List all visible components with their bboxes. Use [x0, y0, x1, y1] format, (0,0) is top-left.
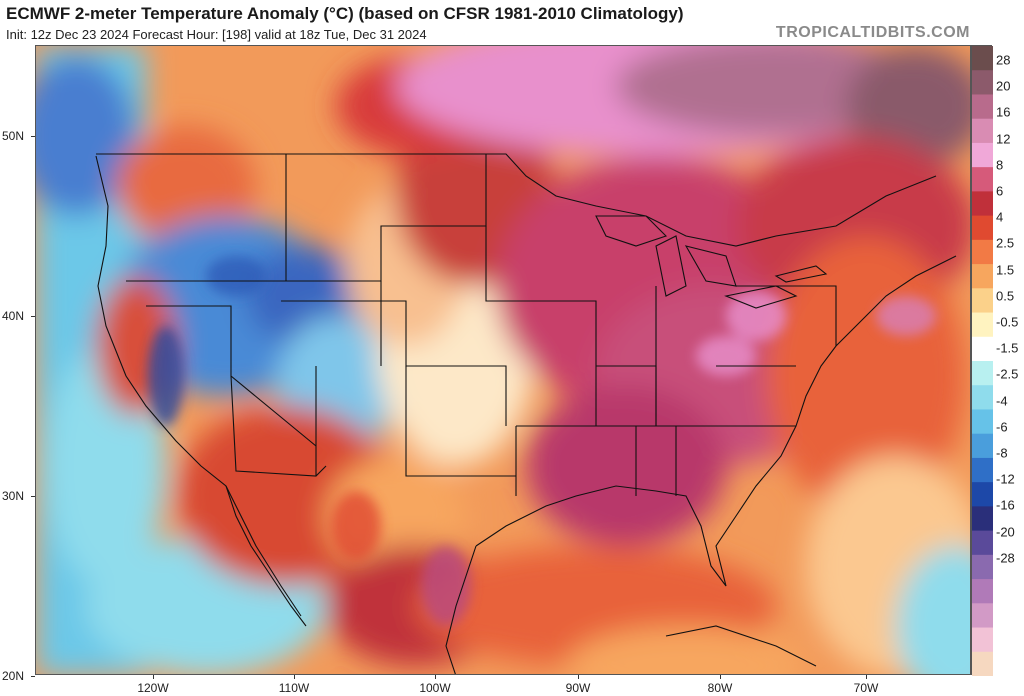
- longitude-label: 70W: [853, 681, 879, 695]
- colorbar-swatch: [972, 336, 993, 362]
- colorbar-label: 2.5: [996, 235, 1015, 251]
- colorbar-label: 20: [996, 78, 1011, 94]
- map-title: ECMWF 2-meter Temperature Anomaly (°C) (…: [6, 4, 684, 23]
- longitude-label: 120W: [137, 681, 169, 695]
- colorbar-label: 4: [996, 209, 1004, 225]
- colorbar-swatch: [972, 239, 993, 265]
- colorbar-label: -16: [996, 497, 1015, 513]
- colorbar-label: 1.5: [996, 262, 1015, 278]
- latitude-tick: [31, 136, 35, 137]
- colorbar-label: -20: [996, 524, 1015, 540]
- longitude-tick: [720, 675, 721, 679]
- colorbar-label: -2.5: [996, 366, 1019, 382]
- brand-watermark: TROPICALTIDBITS.COM: [775, 24, 970, 41]
- colorbar-swatch: [972, 215, 993, 241]
- latitude-label: 50N: [2, 129, 25, 143]
- longitude-tick: [153, 675, 154, 679]
- anomaly-detail: [148, 256, 936, 626]
- colorbar-label: -12: [996, 471, 1015, 487]
- latitude-tick: [31, 496, 35, 497]
- colorbar-swatch: [972, 142, 993, 168]
- colorbar-swatch: [972, 288, 993, 314]
- longitude-tick: [435, 675, 436, 679]
- colorbar-label: -6: [996, 419, 1008, 435]
- latitude-label: 40N: [2, 309, 25, 323]
- longitude-label: 90W: [565, 681, 591, 695]
- colorbar-swatch: [972, 651, 993, 677]
- colorbar-label: -8: [996, 445, 1008, 461]
- colorbar-label: 16: [996, 104, 1011, 120]
- latitude-label: 30N: [2, 489, 25, 503]
- longitude-label: 80W: [707, 681, 733, 695]
- colorbar-label: 0.5: [996, 288, 1015, 304]
- latitude-tick: [31, 316, 35, 317]
- colorbar-label: -28: [996, 550, 1015, 566]
- colorbar-swatch: [972, 409, 993, 435]
- colorbar: [971, 45, 993, 677]
- colorbar-swatch: [972, 264, 993, 289]
- colorbar-swatch: [972, 627, 993, 653]
- longitude-label: 100W: [419, 681, 451, 695]
- map-subtitle: Init: 12z Dec 23 2024 Forecast Hour: [19…: [6, 27, 427, 42]
- colorbar-label: 6: [996, 183, 1004, 199]
- colorbar-swatch: [972, 361, 993, 386]
- colorbar-label: -1.5: [996, 340, 1019, 356]
- longitude-tick: [578, 675, 579, 679]
- colorbar-swatch: [972, 94, 993, 120]
- borders-coastlines: [95, 153, 957, 674]
- colorbar-label: 8: [996, 157, 1004, 173]
- longitude-tick: [866, 675, 867, 679]
- longitude-tick: [294, 675, 295, 679]
- colorbar-swatch: [972, 579, 993, 604]
- colorbar-swatch: [972, 530, 993, 556]
- colorbar-swatch: [972, 46, 993, 71]
- latitude-tick: [31, 676, 35, 677]
- latitude-label: 20N: [2, 669, 25, 683]
- colorbar-swatch: [972, 482, 993, 507]
- map-canvas: [36, 46, 970, 674]
- colorbar-swatches: [972, 46, 993, 677]
- longitude-label: 110W: [278, 681, 310, 695]
- colorbar-swatch: [972, 506, 993, 532]
- colorbar-swatch: [972, 385, 993, 410]
- colorbar-swatch: [972, 118, 993, 144]
- colorbar-label: 28: [996, 52, 1011, 68]
- colorbar-swatch: [972, 312, 993, 338]
- temperature-anomaly-map: [35, 45, 971, 675]
- colorbar-swatch: [972, 554, 993, 580]
- colorbar-swatch: [972, 167, 993, 192]
- colorbar-label: -4: [996, 393, 1008, 409]
- colorbar-swatch: [972, 603, 993, 629]
- colorbar-swatch: [972, 457, 993, 483]
- colorbar-label: 12: [996, 131, 1011, 147]
- colorbar-swatch: [972, 191, 993, 217]
- colorbar-swatch: [972, 433, 993, 459]
- colorbar-label: -0.5: [996, 314, 1019, 330]
- colorbar-labels: 28 20 16 12 8 6 4 2.5 1.5 0.5 -0.5 -1.5 -2.5 -4 -6 -8 -1…: [996, 45, 1024, 675]
- colorbar-swatch: [972, 70, 993, 95]
